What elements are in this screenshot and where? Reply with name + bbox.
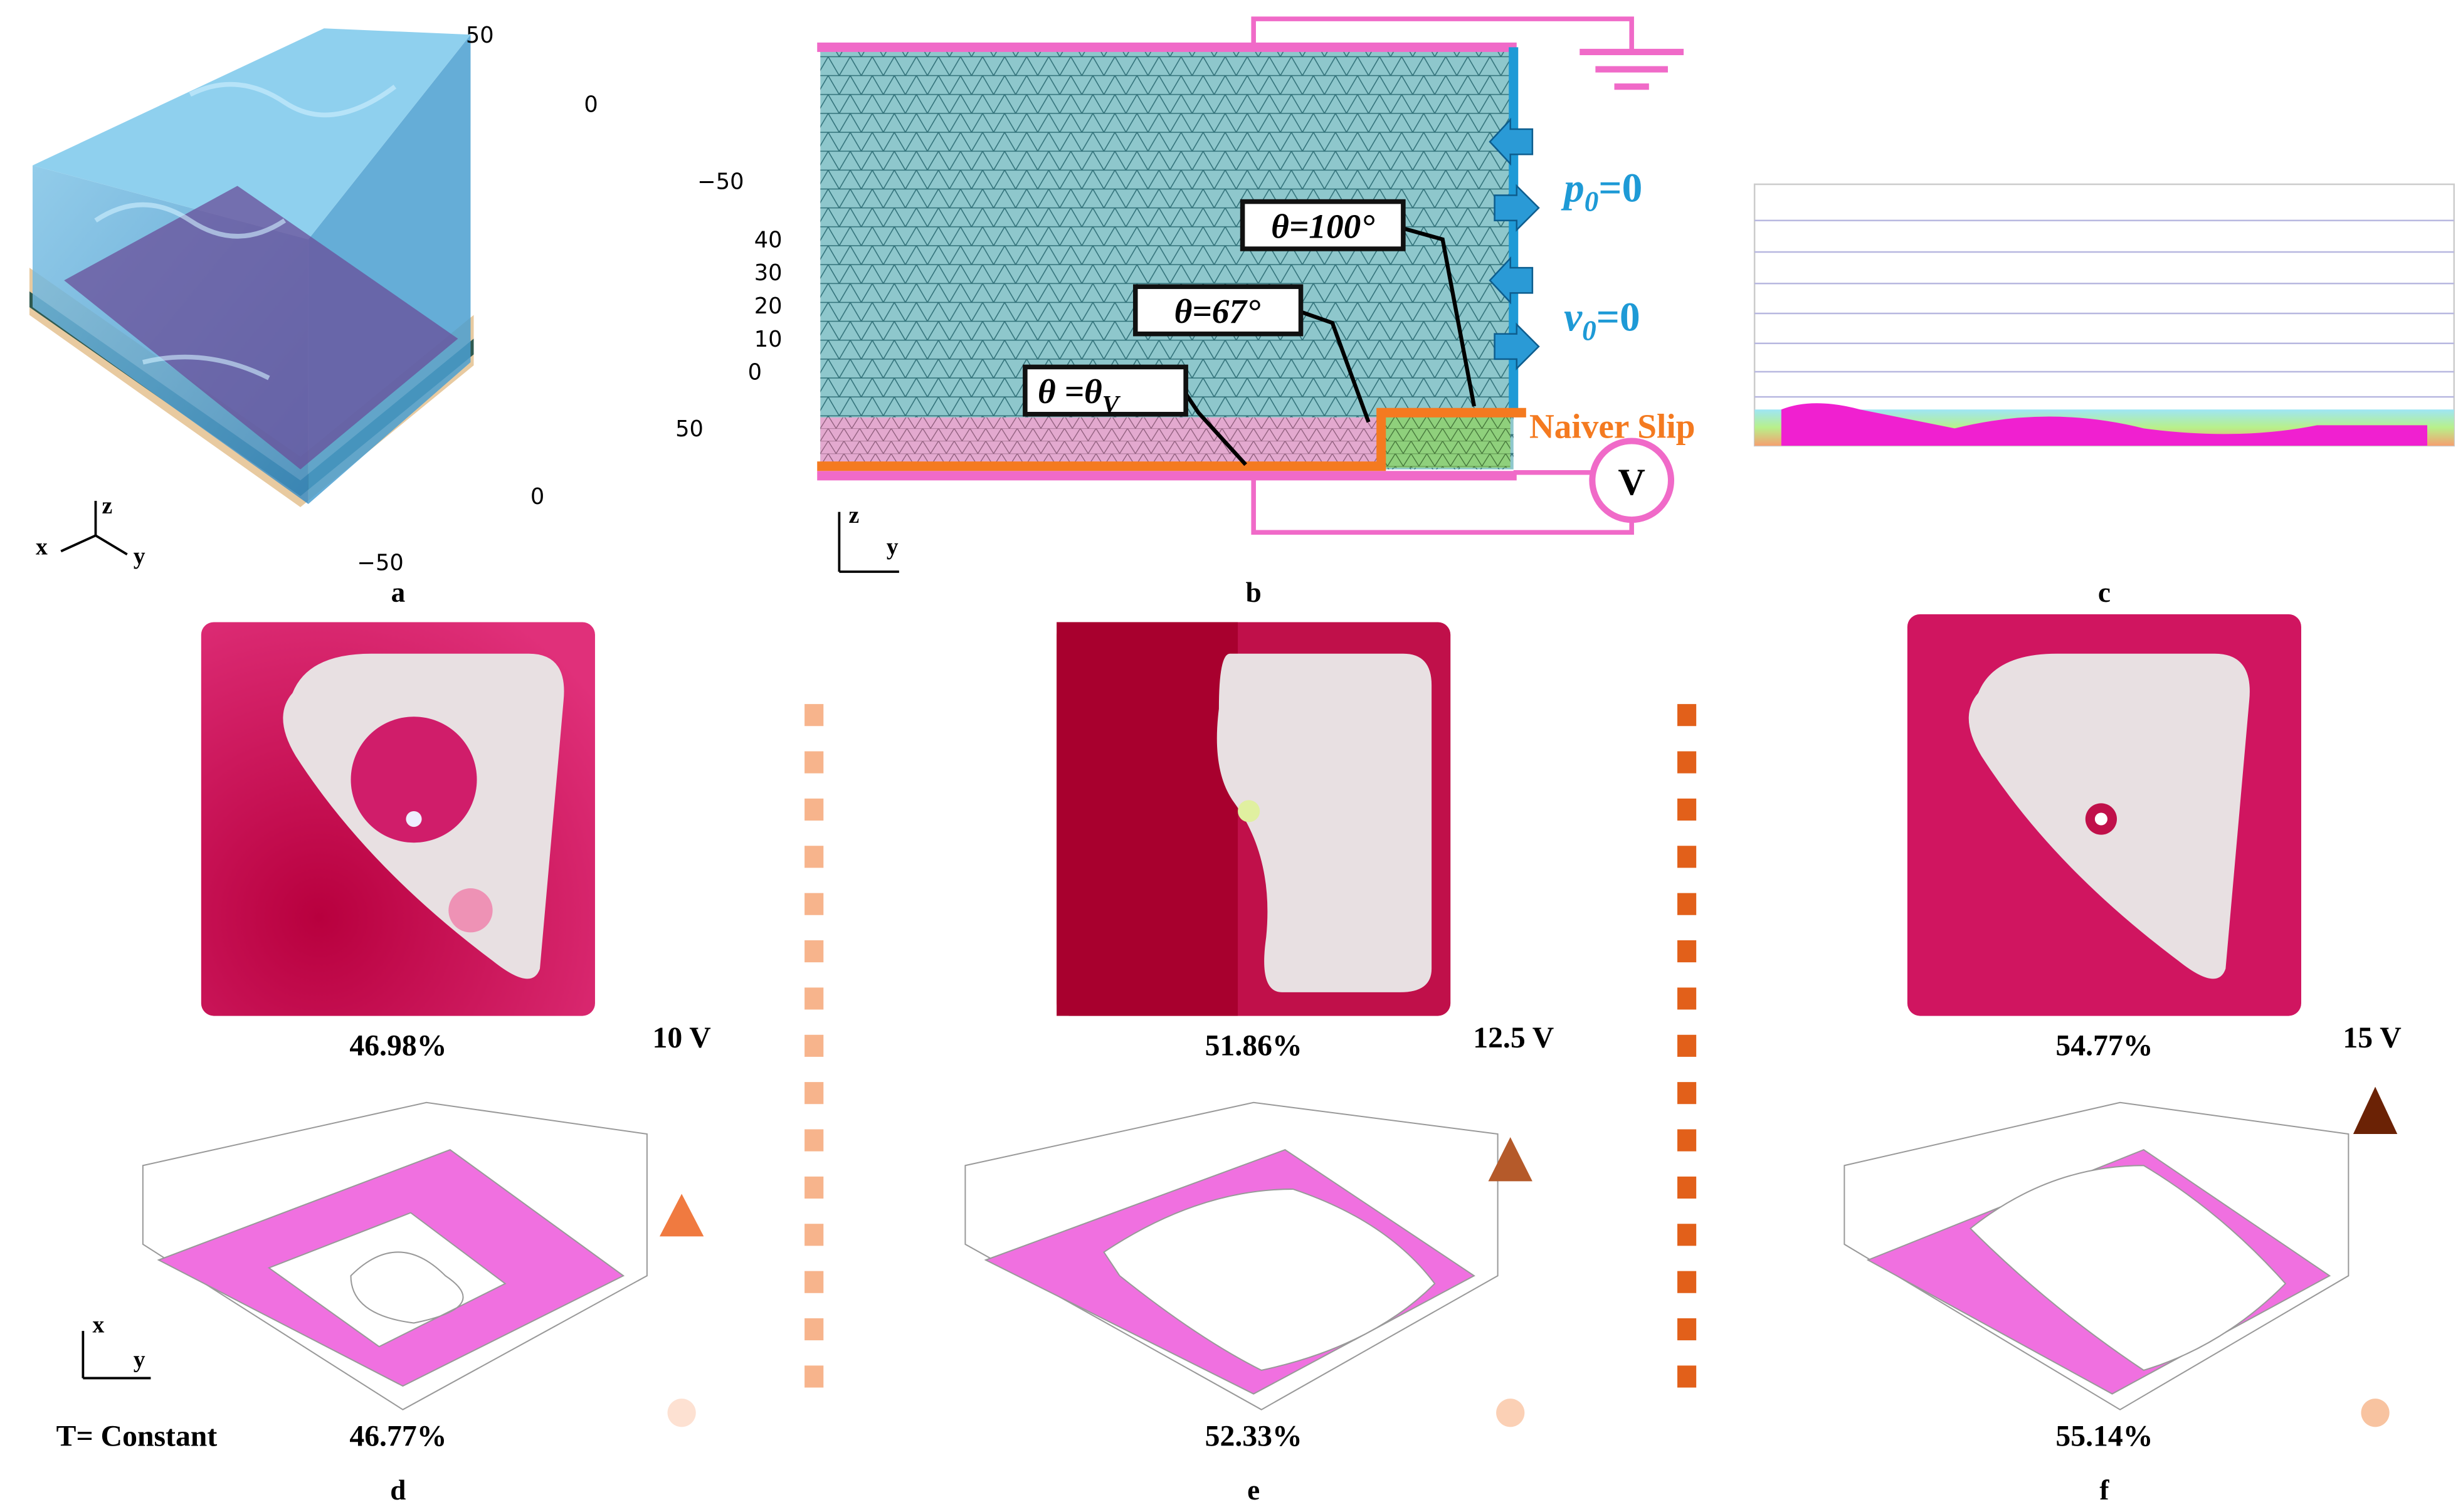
experiment-coverage: 54.77% <box>2055 1029 2153 1062</box>
bottom-labels: 46.98% 10 V 46.77% d 51.86% 12.5 V 52.33% e 54.7… <box>349 1021 2401 1506</box>
experiment-coverage: 51.86% <box>1205 1029 1302 1062</box>
voltage: 12.5 V <box>1473 1021 1554 1054</box>
simulation-coverage: 46.77% <box>349 1419 446 1452</box>
tick: −50 <box>357 550 404 576</box>
tick: 10 <box>754 327 783 352</box>
tick: 0 <box>530 484 544 510</box>
panel-d-art <box>201 622 595 1016</box>
experiment-coverage: 46.98% <box>349 1029 446 1062</box>
axis-label: y <box>134 1347 145 1373</box>
tick: −50 <box>697 169 744 195</box>
tick: 40 <box>754 227 783 253</box>
axis-label: y <box>134 543 145 569</box>
panel-e-art <box>1057 622 1451 1016</box>
axis-label: x <box>36 533 48 560</box>
panel-a <box>29 28 474 556</box>
axis-label: z <box>848 502 859 528</box>
tick: 0 <box>584 92 598 117</box>
tick: 50 <box>466 23 494 48</box>
contact-angle: θ=100° <box>1271 207 1374 245</box>
tick: 50 <box>675 416 704 442</box>
rest: =0 <box>1596 295 1640 340</box>
symbol: p <box>1561 166 1585 211</box>
sub: 0 <box>1585 186 1599 218</box>
contact-angle: θ =θV <box>1038 372 1121 418</box>
panel-b <box>817 16 1684 573</box>
axis-label: x <box>92 1312 104 1338</box>
tick: 0 <box>748 360 762 386</box>
panel-label: e <box>1247 1474 1260 1506</box>
angle-main: θ =θ <box>1038 372 1102 411</box>
angle-sub: V <box>1102 390 1121 418</box>
condition: T= Constant <box>56 1419 218 1452</box>
panel-label: a <box>391 577 406 608</box>
simulation-coverage: 55.14% <box>2055 1419 2153 1452</box>
simulation-coverage: 52.33% <box>1205 1419 1302 1452</box>
panel-f-art <box>1907 614 2301 1016</box>
panel-label: c <box>2098 577 2111 608</box>
panel-c <box>1753 183 2455 447</box>
contact-angle: θ=67° <box>1174 292 1261 330</box>
axis-label: y <box>887 533 899 560</box>
rest: =0 <box>1598 166 1642 211</box>
voltage: 15 V <box>2343 1021 2401 1054</box>
panel-label: f <box>2099 1474 2109 1506</box>
separators <box>659 704 2398 1427</box>
source-label: V <box>1618 461 1645 503</box>
panel-label: d <box>390 1474 406 1506</box>
boundary-condition: v0=0 <box>1564 295 1640 347</box>
boundary-label: Naiver Slip <box>1529 407 1696 445</box>
axis-label: z <box>102 493 113 519</box>
symbol: v <box>1564 295 1583 340</box>
tick: 20 <box>754 293 783 319</box>
simulations <box>82 1101 2350 1410</box>
tick: 30 <box>754 260 783 286</box>
boundary-condition: p0=0 <box>1561 166 1642 218</box>
sub: 0 <box>1582 315 1596 347</box>
voltage: 10 V <box>653 1021 711 1054</box>
panel-label: b <box>1246 577 1262 608</box>
